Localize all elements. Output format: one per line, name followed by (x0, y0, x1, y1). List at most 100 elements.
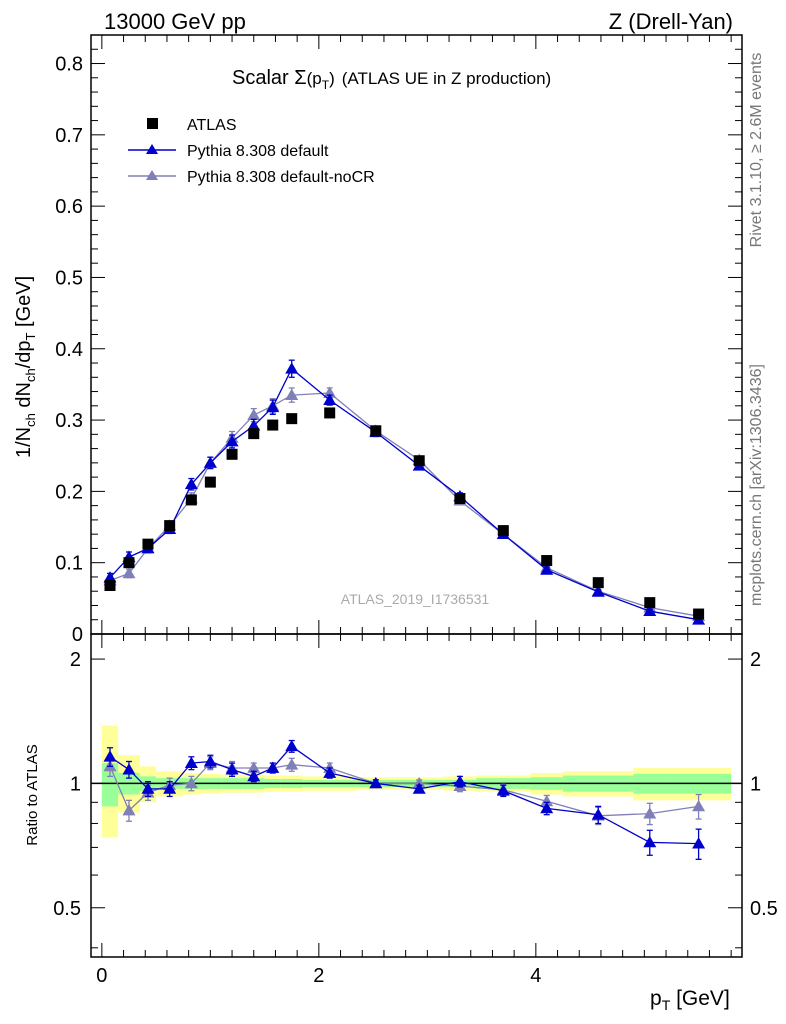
main-point-default (643, 604, 657, 617)
ratio-y-tick-label: 1 (70, 773, 81, 795)
main-y-tick-label: 0 (72, 624, 83, 646)
main-point-atlas (413, 455, 425, 467)
ratio-panel-frame (90, 633, 743, 958)
main-y-tick-label: 0.1 (55, 553, 83, 575)
main-panel-series (103, 359, 706, 625)
main-point-atlas (286, 413, 298, 425)
x-tick-label: 2 (313, 965, 324, 987)
main-panel-axes: 0 0.1 0.2 0.3 0.4 0.5 0.6 0.7 0.8 (55, 34, 743, 646)
legend-marker-nocr (146, 170, 158, 180)
ratio-point-default (591, 808, 605, 820)
ratio-point-default (453, 775, 467, 787)
ratio-point-default (247, 769, 261, 782)
ratio-point-default (323, 766, 337, 778)
ratio-point-nocr (285, 758, 299, 770)
ratio-point-nocr (122, 803, 136, 816)
legend-marker-atlas (147, 118, 158, 129)
ratio-panel-series (103, 739, 706, 860)
ratio-point-default (122, 763, 136, 775)
main-point-atlas (497, 525, 509, 537)
ratio-point-default (285, 739, 299, 752)
ratio-y-tick-label: 0.5 (53, 898, 81, 920)
legend: ATLAS Pythia 8.308 default Pythia 8.308 … (128, 117, 375, 186)
main-point-atlas (226, 448, 238, 460)
legend-marker-default (146, 144, 158, 154)
main-point-atlas (324, 407, 336, 419)
main-point-atlas (104, 580, 116, 592)
main-y-tick-label: 0.7 (55, 125, 83, 147)
ratio-panel-axes: 0 2 4 0.5 0.5 1 1 2 2 (53, 633, 778, 987)
ratio-point-default (496, 784, 510, 796)
main-point-atlas (592, 577, 604, 589)
legend-label-nocr: Pythia 8.308 default-noCR (187, 169, 375, 186)
main-point-atlas (204, 476, 216, 488)
rivet-version-label: Rivet 3.1.10, ≥ 2.6M events (748, 53, 765, 248)
main-point-atlas (123, 557, 135, 569)
ratio-point-default (266, 761, 280, 773)
ratio-point-default (540, 801, 554, 814)
main-y-tick-label: 0.3 (55, 410, 83, 432)
ratio-point-nocr (692, 799, 706, 812)
main-point-atlas (248, 428, 260, 440)
x-tick-label: 0 (96, 965, 107, 987)
ratio-y-tick-label-right: 2 (750, 649, 761, 671)
main-point-default (591, 585, 605, 597)
main-y-tick-label: 0.6 (55, 196, 83, 218)
ratio-point-default (163, 782, 177, 794)
main-point-nocr (323, 386, 337, 398)
main-y-tick-label: 0.5 (55, 267, 83, 289)
ratio-point-default (643, 835, 657, 848)
ratio-point-default (203, 754, 217, 767)
ratio-band-green (101, 763, 119, 807)
main-point-default (247, 419, 261, 431)
ratio-point-default (412, 782, 426, 794)
main-y-axis-title: 1/Nch dNch/dpT [GeV] (13, 276, 38, 458)
ratio-point-default (184, 756, 198, 768)
ratio-point-default (369, 776, 383, 789)
main-point-atlas (370, 425, 382, 437)
main-point-atlas (185, 494, 197, 506)
main-point-nocr (247, 408, 261, 420)
main-point-nocr (122, 566, 136, 579)
main-point-default (323, 393, 337, 405)
main-point-default (203, 456, 217, 468)
main-y-tick-label: 0.8 (55, 54, 83, 76)
ratio-point-default (225, 763, 239, 775)
main-point-atlas (142, 538, 154, 550)
main-point-atlas (693, 608, 705, 620)
main-point-default (103, 571, 117, 583)
main-point-atlas (267, 419, 279, 431)
main-point-default (225, 434, 239, 447)
main-point-default (285, 362, 299, 374)
ratio-point-default (692, 837, 706, 849)
x-axis-title: pT [GeV] (650, 987, 730, 1013)
ratio-point-nocr (643, 807, 657, 819)
header-process-label: Z (Drell-Yan) (609, 9, 733, 34)
main-point-default (184, 477, 198, 490)
ratio-uncertainty-bands (91, 725, 742, 838)
ratio-point-default (141, 782, 155, 794)
ratio-point-nocr (247, 761, 261, 773)
main-point-default (266, 400, 280, 413)
main-point-nocr (285, 388, 299, 400)
legend-label-default: Pythia 8.308 default (187, 143, 329, 160)
plot-title: Scalar Σ(pT) (ATLAS UE in Z production) (232, 67, 551, 92)
main-point-atlas (541, 555, 553, 567)
ratio-y-axis-title: Ratio to ATLAS (24, 744, 41, 845)
legend-label-atlas: ATLAS (187, 117, 237, 134)
main-point-default (540, 563, 554, 575)
x-tick-label: 4 (530, 965, 541, 987)
main-point-atlas (164, 520, 176, 532)
main-line-default (109, 367, 699, 621)
header-collision-label: 13000 GeV pp (104, 9, 246, 34)
ratio-y-tick-label: 2 (70, 649, 81, 671)
main-y-tick-label: 0.4 (55, 339, 83, 361)
main-point-atlas (454, 493, 466, 505)
main-line-nocr (109, 392, 699, 617)
mcplots-label: mcplots.cern.ch [arXiv:1306.3436] (748, 364, 765, 606)
main-point-atlas (644, 597, 656, 609)
ratio-y-tick-label-right: 0.5 (750, 898, 778, 920)
main-y-tick-label: 0.2 (55, 481, 83, 503)
